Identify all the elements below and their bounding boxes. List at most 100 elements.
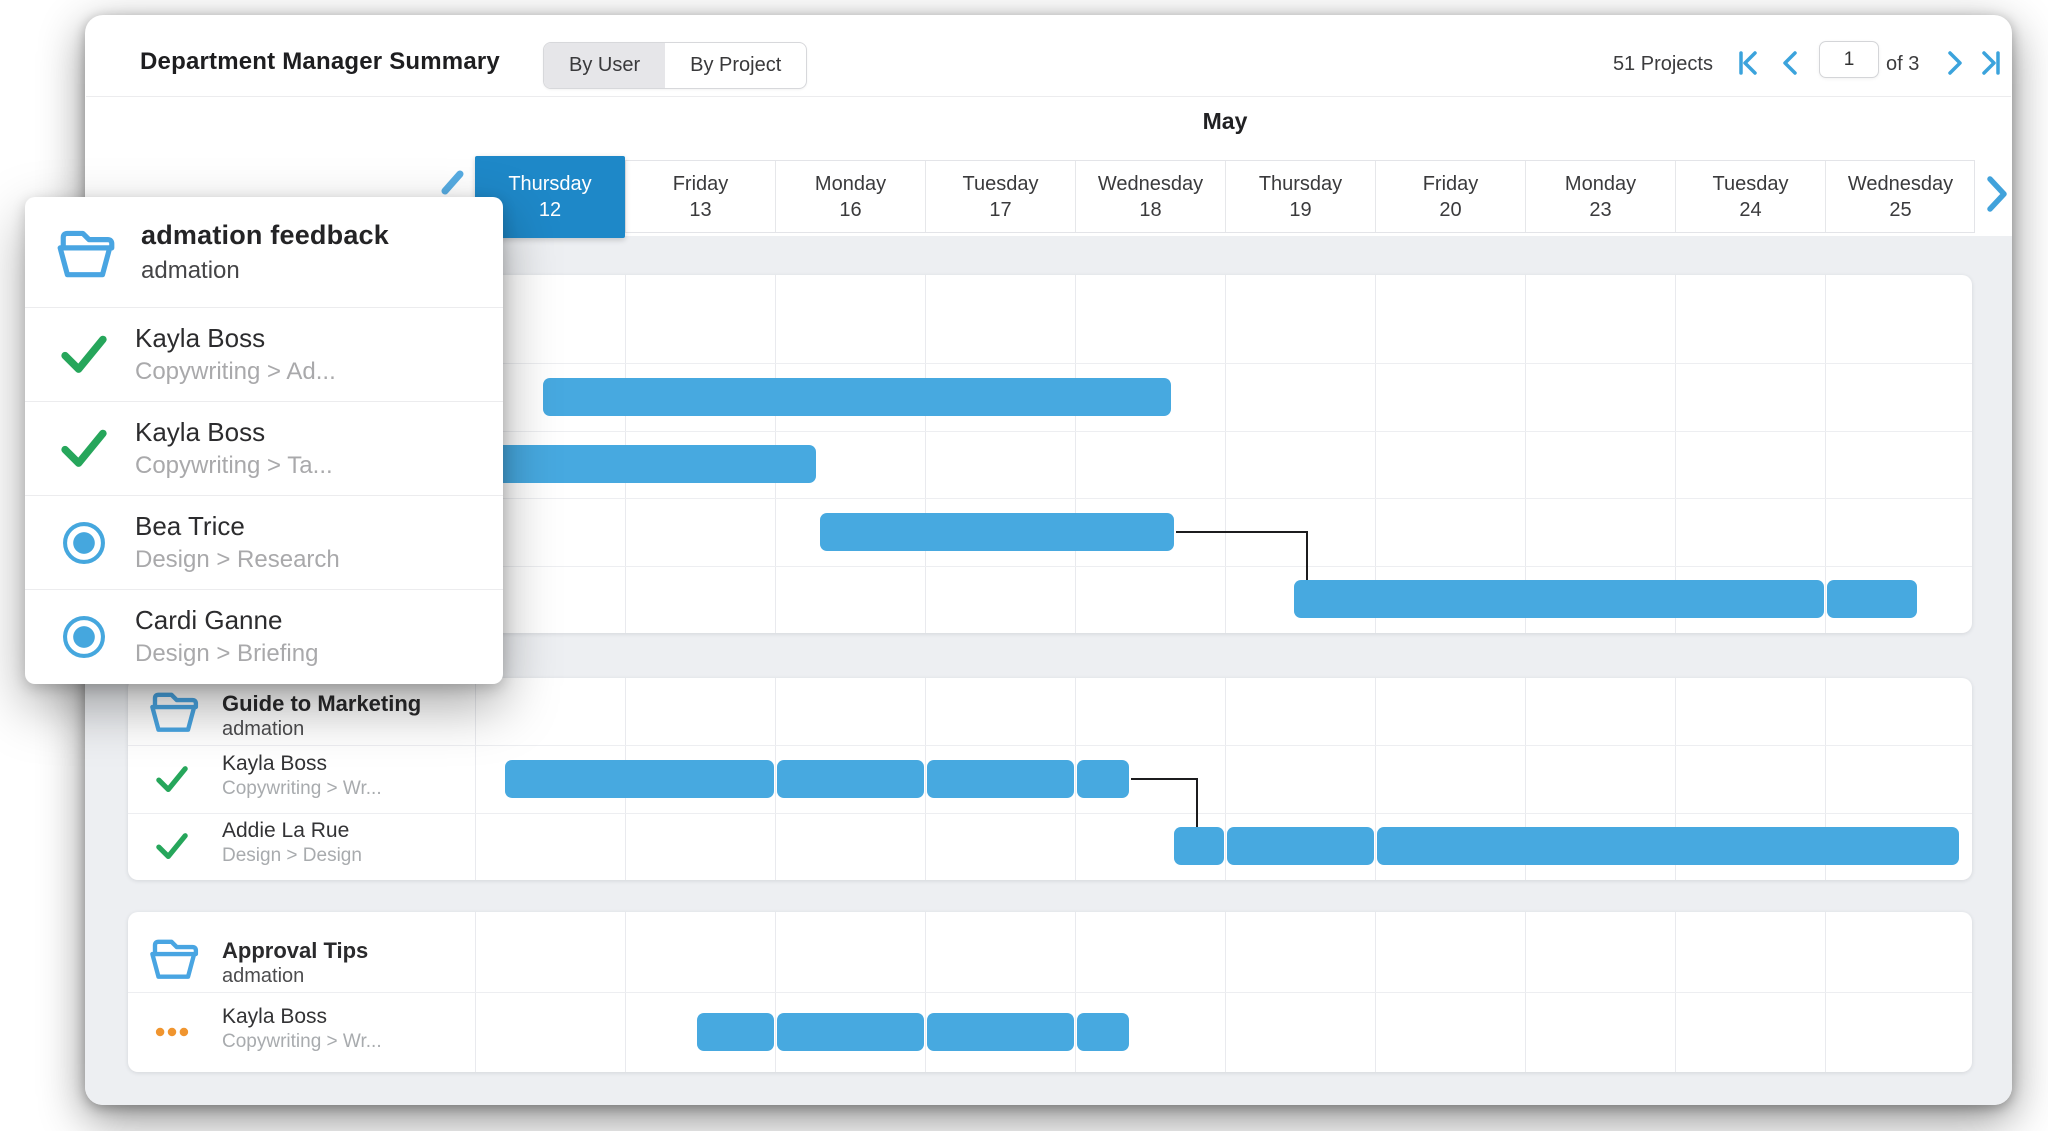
- grid-line: [1675, 678, 1676, 880]
- grid-line: [925, 678, 926, 880]
- last-page-button[interactable]: [1979, 50, 2005, 76]
- popup-task-row[interactable]: Cardi Ganne Design > Briefing: [25, 589, 503, 683]
- timeline-next-icon[interactable]: [1986, 176, 2008, 217]
- gantt-bar[interactable]: [1826, 580, 1917, 619]
- grid-line: [1525, 275, 1526, 633]
- project-client: admation: [222, 965, 305, 987]
- day-date: 19: [1289, 199, 1312, 221]
- popup-task-row[interactable]: Kayla Boss Copywriting > Ad...: [25, 307, 503, 401]
- assignee-name: Cardi Ganne: [135, 605, 283, 635]
- edit-pencil-icon[interactable]: [438, 166, 468, 201]
- project-client: admation: [222, 718, 305, 740]
- day-header-cell[interactable]: Wednesday 18: [1075, 161, 1225, 232]
- next-page-button[interactable]: [1946, 50, 1972, 76]
- day-date: 25: [1889, 199, 1912, 221]
- project-section: Approval Tips admation Kayla Boss Copywriti…: [128, 912, 1972, 1072]
- day-header-cell[interactable]: Tuesday 17: [925, 161, 1075, 232]
- folder-icon: [55, 224, 119, 280]
- dependency-connector: [1196, 778, 1198, 828]
- day-header-cell[interactable]: Monday 16: [775, 161, 925, 232]
- day-name: Friday: [672, 173, 729, 195]
- day-header-cell[interactable]: Wednesday 25: [1825, 161, 1975, 232]
- task-category: Design > Briefing: [135, 640, 319, 667]
- task-row[interactable]: Kayla Boss Copywriting > Wr...: [128, 745, 603, 813]
- day-header-strip: Thursday 12 Friday 13 Monday 16 Tuesday 17 Wedne…: [475, 156, 1975, 238]
- day-header-cell[interactable]: Friday 13: [625, 161, 775, 232]
- popup-project-title: admation feedback: [141, 219, 389, 250]
- radio-icon: [55, 614, 113, 660]
- grid-line: [1075, 275, 1076, 633]
- row-divider: [128, 745, 1972, 746]
- assignee-name: Bea Trice: [135, 511, 245, 541]
- gantt-bar[interactable]: [484, 445, 816, 484]
- day-date: 18: [1139, 199, 1162, 221]
- grid-line: [1825, 275, 1826, 633]
- day-header-cell[interactable]: Monday 23: [1525, 161, 1675, 232]
- gantt-bar[interactable]: [1076, 759, 1129, 798]
- grid-line: [1525, 678, 1526, 880]
- popup-header: admation feedback admation: [25, 197, 503, 307]
- day-name: Tuesday: [962, 173, 1039, 195]
- dependency-connector: [1305, 531, 1308, 581]
- row-divider: [128, 430, 1972, 432]
- day-name: Wednesday: [1847, 173, 1954, 195]
- grid-line: [1225, 275, 1226, 633]
- check-icon: [153, 830, 191, 862]
- gantt-bar[interactable]: [926, 759, 1074, 798]
- folder-icon: [148, 687, 204, 739]
- previous-page-button[interactable]: [1781, 50, 1807, 76]
- day-date: 23: [1589, 199, 1612, 221]
- task-category: Copywriting > Wr...: [222, 777, 382, 799]
- gantt-bar[interactable]: [1076, 1013, 1129, 1051]
- popup-task-row[interactable]: Bea Trice Design > Research: [25, 495, 503, 589]
- row-divider: [128, 812, 1972, 814]
- grid-line: [1375, 678, 1376, 880]
- row-divider: [128, 565, 1972, 567]
- grid-line: [1675, 275, 1676, 633]
- page-number-input[interactable]: [1819, 41, 1879, 78]
- gantt-bar[interactable]: [1376, 827, 1959, 866]
- toggle-by-project[interactable]: By Project: [690, 54, 782, 76]
- day-header-cell[interactable]: Thursday 19: [1225, 161, 1375, 232]
- check-icon: [55, 334, 113, 375]
- task-row[interactable]: Addie La Rue Design > Design: [128, 813, 603, 881]
- task-details-popup: admation feedback admation Kayla Boss Co…: [25, 197, 503, 684]
- task-row[interactable]: Kayla Boss Copywriting > Wr...: [128, 992, 603, 1072]
- day-name: Monday: [1564, 173, 1637, 195]
- grid-line: [1075, 678, 1076, 880]
- grid-line: [475, 678, 476, 880]
- gantt-bar[interactable]: [505, 759, 774, 798]
- project-header: Guide to Marketing admation: [128, 678, 603, 745]
- grid-line: [775, 678, 776, 880]
- gantt-bar[interactable]: [542, 377, 1171, 416]
- popup-task-row[interactable]: Kayla Boss Copywriting > Ta...: [25, 401, 503, 495]
- dependency-connector: [1175, 530, 1308, 533]
- day-header-cell[interactable]: Friday 20: [1375, 161, 1525, 232]
- assignee-name: Kayla Boss: [222, 1005, 328, 1028]
- first-page-button[interactable]: [1736, 50, 1762, 76]
- gantt-bar[interactable]: [697, 1013, 774, 1051]
- day-name: Wednesday: [1097, 173, 1204, 195]
- grid-line: [1375, 275, 1376, 633]
- gantt-bar[interactable]: [926, 1013, 1074, 1051]
- project-title: Guide to Marketing: [222, 691, 422, 716]
- header-divider: [86, 96, 2011, 97]
- day-date: 24: [1739, 199, 1762, 221]
- day-date: 17: [989, 199, 1012, 221]
- gantt-bar[interactable]: [820, 512, 1174, 551]
- gantt-bar[interactable]: [776, 1013, 924, 1051]
- day-header-cell[interactable]: Tuesday 24: [1675, 161, 1825, 232]
- grid-line: [1225, 678, 1226, 880]
- gantt-bar[interactable]: [1174, 827, 1224, 866]
- grid-line: [925, 275, 926, 633]
- day-date: 13: [689, 199, 712, 221]
- toggle-by-user[interactable]: By User: [544, 43, 666, 88]
- gantt-bar[interactable]: [1226, 827, 1374, 866]
- page-of-label: of 3: [1886, 53, 1920, 75]
- day-name: Monday: [814, 173, 887, 195]
- gantt-bar[interactable]: [1294, 580, 1824, 619]
- day-name: Tuesday: [1712, 173, 1789, 195]
- assignee-name: Kayla Boss: [135, 417, 266, 447]
- gantt-bar[interactable]: [776, 759, 924, 798]
